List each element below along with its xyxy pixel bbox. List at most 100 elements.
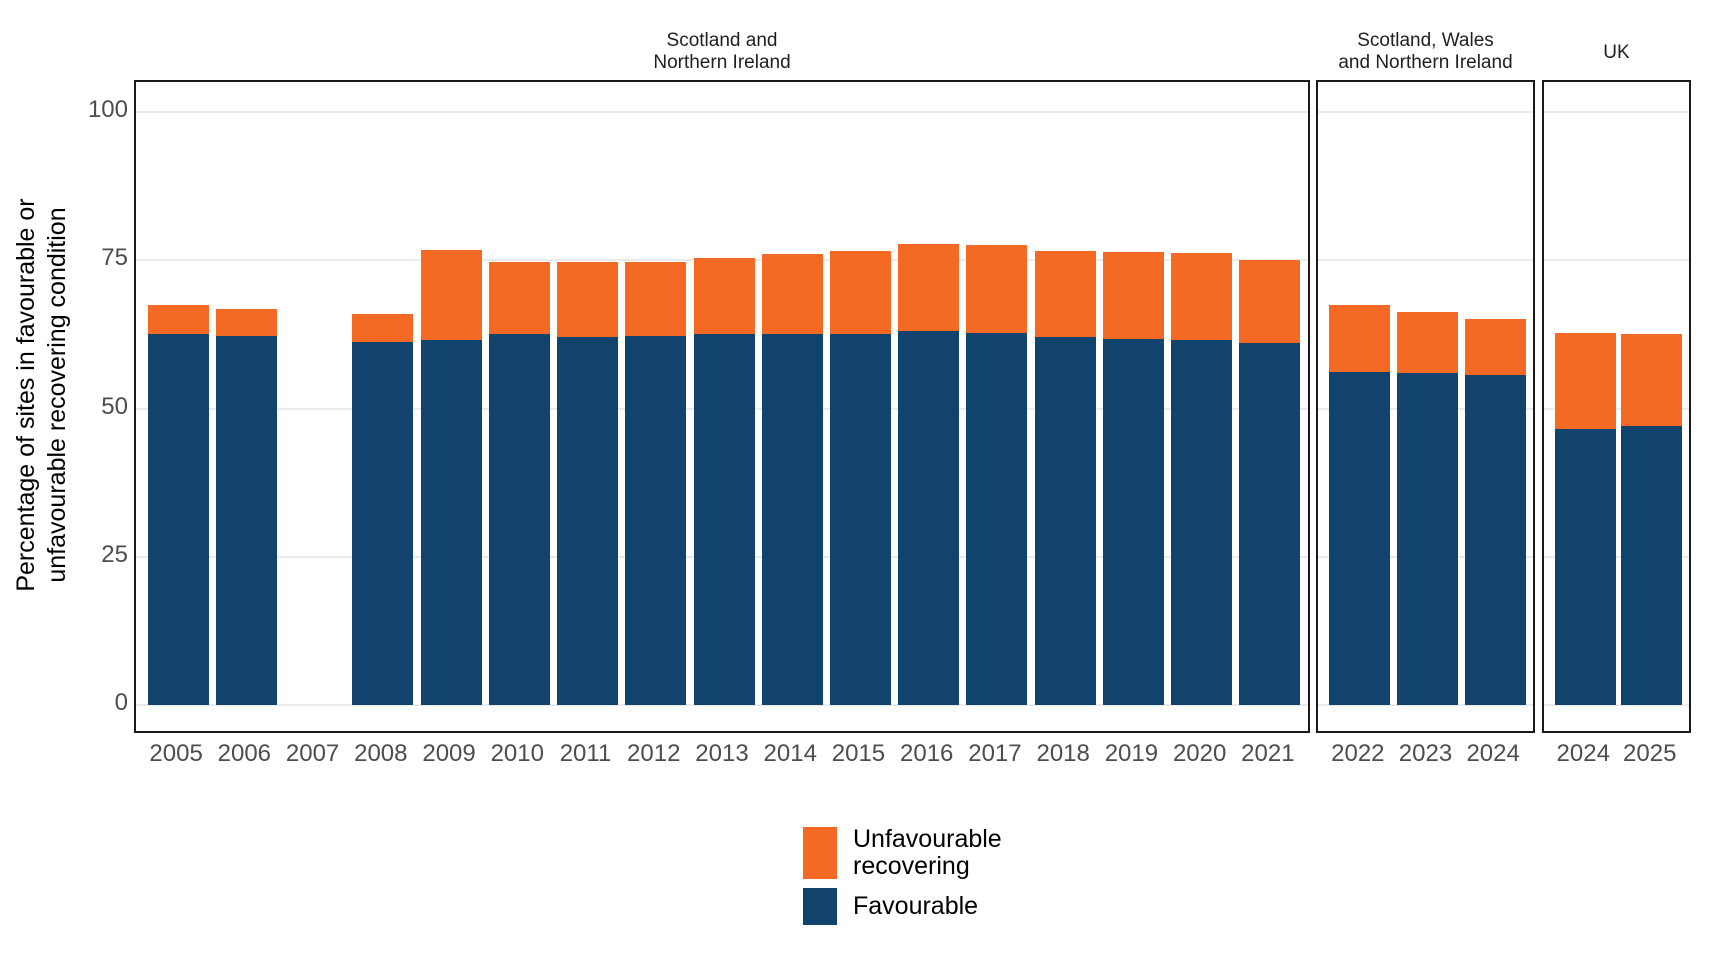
bar-unfavourable-recovering-2013 — [693, 258, 755, 334]
x-tick-label-2011: 2011 — [559, 740, 612, 767]
x-tick-label-2024: 2024 — [1556, 740, 1610, 767]
x-tick-label-2021: 2021 — [1241, 740, 1295, 767]
x-tick-label-2024: 2024 — [1466, 740, 1520, 767]
bar-favourable-2019 — [1102, 339, 1164, 705]
bar-favourable-2017 — [966, 333, 1028, 705]
bar-favourable-2005 — [147, 333, 209, 705]
bar-unfavourable-recovering-2011 — [557, 262, 619, 337]
x-tick-label-2025: 2025 — [1623, 740, 1677, 767]
bar-unfavourable-recovering-2012 — [625, 262, 687, 337]
bar-unfavourable-recovering-2008 — [352, 314, 414, 343]
x-tick-label-2020: 2020 — [1172, 740, 1227, 767]
x-tick-label-2014: 2014 — [763, 740, 817, 767]
y-tick-label-100: 100 — [87, 96, 128, 123]
gridline-100 — [136, 111, 1308, 113]
y-tick-label-25: 25 — [101, 540, 128, 568]
bar-unfavourable-recovering-2022 — [1329, 304, 1391, 372]
gridline-75 — [1544, 259, 1689, 262]
panel-title-line: Northern Ireland — [653, 52, 791, 73]
x-tick-label-2009: 2009 — [422, 740, 476, 767]
legend: Unfavourable recovering Favourable — [803, 826, 1002, 925]
panel-scotland-ni — [134, 80, 1310, 733]
x-tick-label-2012: 2012 — [627, 740, 681, 767]
x-tick-label-2013: 2013 — [695, 740, 749, 767]
gridline-0 — [1318, 704, 1533, 706]
bar-unfavourable-recovering-2010 — [488, 262, 550, 334]
panel-title-line: and Northern Ireland — [1338, 52, 1513, 73]
panel-title-line: UK — [1603, 42, 1630, 63]
legend-label-line: recovering — [853, 852, 970, 880]
panel-uk — [1542, 80, 1691, 733]
panel-scotland-wales-ni — [1316, 80, 1535, 733]
legend-item-unfavourable-recovering: Unfavourable recovering — [803, 826, 1002, 880]
x-tick-label-2019: 2019 — [1104, 740, 1159, 767]
bar-favourable-2023 — [1397, 372, 1458, 705]
bar-favourable-2013 — [693, 333, 755, 705]
bar-unfavourable-recovering-2021 — [1239, 259, 1301, 344]
legend-label-favourable: Favourable — [853, 893, 978, 920]
bar-unfavourable-recovering-2024 — [1464, 318, 1526, 376]
bar-favourable-2012 — [625, 336, 687, 705]
x-tick-label-2023: 2023 — [1398, 740, 1453, 767]
bar-unfavourable-recovering-2005 — [147, 305, 209, 334]
x-tick-label-2010: 2010 — [490, 740, 544, 767]
y-tick-label-75: 75 — [101, 244, 128, 272]
bar-unfavourable-recovering-2024 — [1554, 333, 1616, 429]
bar-favourable-2024 — [1464, 375, 1526, 705]
panel-title-uk: UK — [1542, 42, 1691, 64]
gridline-25 — [1544, 555, 1689, 558]
gridline-100 — [1544, 111, 1689, 113]
bar-unfavourable-recovering-2025 — [1621, 334, 1683, 426]
bar-favourable-2020 — [1171, 340, 1233, 705]
y-tick-label-50: 50 — [101, 392, 128, 420]
x-tick-label-2008: 2008 — [354, 740, 408, 767]
gridline-100 — [1318, 111, 1533, 113]
bar-favourable-2025 — [1621, 425, 1683, 705]
x-tick-label-2005: 2005 — [149, 740, 203, 767]
bar-favourable-2018 — [1034, 336, 1096, 705]
panel-title-scotland-ni: Scotland and Northern Ireland — [134, 30, 1310, 74]
legend-item-favourable: Favourable — [803, 888, 1002, 925]
x-tick-label-2018: 2018 — [1036, 740, 1090, 767]
x-tick-label-2007: 2007 — [285, 740, 340, 767]
bar-favourable-2006 — [215, 335, 277, 705]
panel-title-line: Scotland, Wales — [1357, 30, 1494, 51]
bar-unfavourable-recovering-2016 — [898, 244, 960, 331]
x-tick-label-2022: 2022 — [1331, 740, 1385, 767]
gridline-0 — [136, 704, 1308, 706]
panel-title-scotland-wales-ni: Scotland, Wales and Northern Ireland — [1316, 30, 1535, 74]
legend-swatch-unfavourable-recovering — [803, 827, 837, 879]
bar-favourable-2016 — [898, 330, 960, 705]
legend-label-line: Unfavourable — [853, 825, 1002, 853]
bar-unfavourable-recovering-2009 — [420, 250, 482, 340]
x-tick-label-2015: 2015 — [831, 740, 886, 767]
legend-swatch-favourable — [803, 888, 837, 925]
bar-favourable-2024 — [1554, 428, 1616, 705]
bar-favourable-2009 — [420, 339, 482, 705]
legend-label-unfavourable-recovering: Unfavourable recovering — [853, 826, 1002, 880]
gridline-75 — [1318, 259, 1533, 262]
bar-unfavourable-recovering-2020 — [1171, 252, 1233, 341]
bar-unfavourable-recovering-2006 — [215, 309, 277, 336]
bar-unfavourable-recovering-2018 — [1034, 250, 1096, 337]
bar-favourable-2021 — [1239, 343, 1301, 705]
x-tick-label-2017: 2017 — [968, 740, 1022, 767]
gridline-50 — [1544, 407, 1689, 410]
legend-label-line: Favourable — [853, 892, 979, 920]
bar-favourable-2022 — [1329, 371, 1391, 705]
bar-unfavourable-recovering-2023 — [1397, 312, 1458, 373]
bar-favourable-2010 — [488, 333, 550, 705]
bar-unfavourable-recovering-2019 — [1102, 251, 1164, 340]
bar-unfavourable-recovering-2017 — [966, 245, 1028, 334]
panel-title-line: Scotland and — [666, 30, 778, 51]
bar-favourable-2014 — [761, 334, 823, 705]
bar-favourable-2011 — [557, 336, 619, 705]
y-tick-label-0: 0 — [114, 689, 128, 716]
x-tick-label-2006: 2006 — [217, 740, 272, 767]
bar-favourable-2008 — [352, 342, 414, 705]
bar-unfavourable-recovering-2014 — [761, 254, 823, 335]
bar-favourable-2015 — [829, 334, 891, 705]
bar-unfavourable-recovering-2015 — [829, 251, 891, 335]
x-tick-label-2016: 2016 — [900, 740, 954, 767]
